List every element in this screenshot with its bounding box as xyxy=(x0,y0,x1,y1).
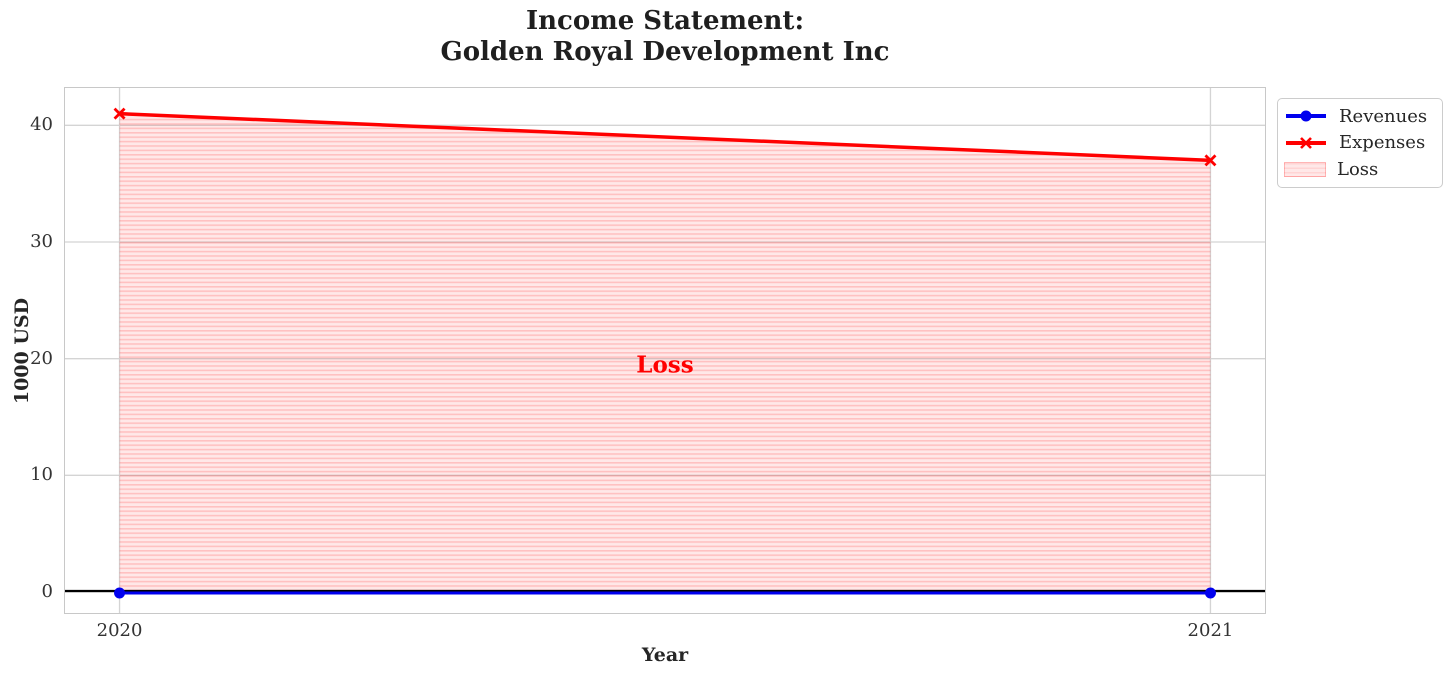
legend-item-expenses: Expenses xyxy=(1284,132,1436,153)
chart-title: Income Statement: Golden Royal Developme… xyxy=(65,6,1265,68)
legend: Revenues Expenses Loss xyxy=(1277,98,1443,188)
y-tick-label: 30 xyxy=(30,231,53,252)
loss-region xyxy=(119,113,1211,593)
x-tick-label: 2021 xyxy=(1187,620,1234,641)
legend-label-expenses: Expenses xyxy=(1339,132,1426,154)
expenses-line-marker-icon xyxy=(1286,137,1326,149)
plot-area: Loss xyxy=(65,88,1265,613)
legend-item-revenues: Revenues xyxy=(1284,106,1436,127)
loss-hatch-swatch-icon xyxy=(1284,162,1326,178)
y-tick-label: 0 xyxy=(41,581,53,602)
revenues-dot-marker xyxy=(114,587,126,599)
revenues-line-marker-icon xyxy=(1286,110,1326,122)
chart-title-line-2: Golden Royal Development Inc xyxy=(440,37,890,67)
expenses-line xyxy=(119,111,1211,163)
loss-annotation: Loss xyxy=(636,352,693,379)
x-axis-label: Year xyxy=(641,644,689,666)
chart-title-line-1: Income Statement: xyxy=(525,6,805,36)
legend-item-loss: Loss xyxy=(1284,159,1436,180)
y-tick-label: 40 xyxy=(30,114,53,136)
y-tick-label: 10 xyxy=(30,464,53,486)
expenses-x-marker xyxy=(113,107,126,120)
x-tick-label: 2020 xyxy=(96,620,143,641)
expenses-x-marker xyxy=(1204,154,1217,167)
legend-label-loss: Loss xyxy=(1337,159,1379,181)
plot-svg: Loss xyxy=(65,88,1265,613)
revenues-dot-marker xyxy=(1204,587,1216,599)
y-tick-label: 20 xyxy=(30,347,53,369)
legend-label-revenues: Revenues xyxy=(1339,105,1428,127)
